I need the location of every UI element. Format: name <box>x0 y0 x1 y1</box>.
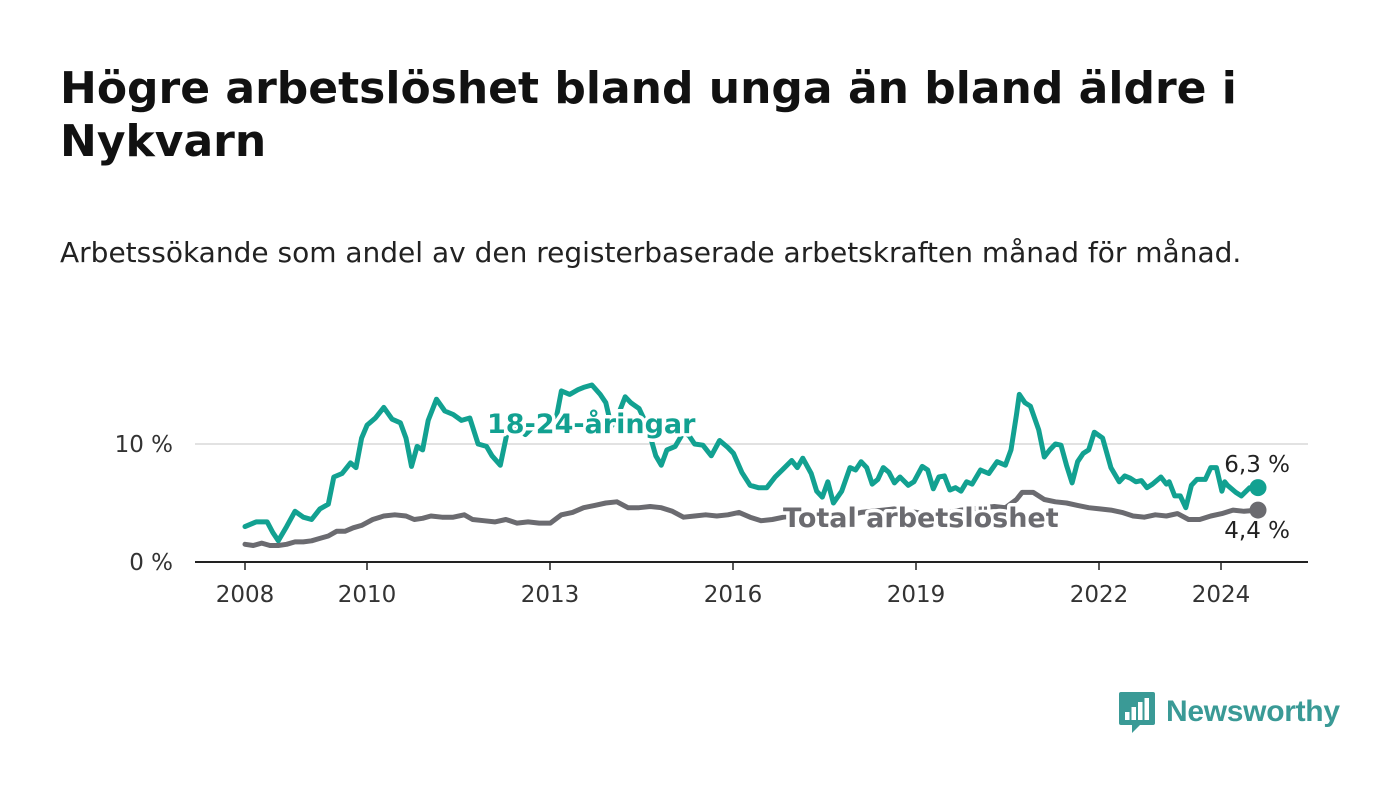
x-tick-label: 2024 <box>1192 582 1251 608</box>
axes: 0 % 10 % 2008 2010 2013 2016 2019 2022 2024 <box>115 432 1308 608</box>
x-tick-label: 2013 <box>521 582 580 608</box>
x-tick-label: 2016 <box>704 582 763 608</box>
end-point-youth <box>1249 479 1267 497</box>
x-tick-label: 2022 <box>1070 582 1129 608</box>
chart-title: Högre arbetslöshet bland unga än bland ä… <box>60 63 1237 167</box>
end-point-total <box>1249 501 1267 519</box>
x-tick-label: 2019 <box>887 582 946 608</box>
series-labels: 18-24-åringar Total arbetslöshet 6,3 % 4,4 … <box>484 405 1291 545</box>
series-line-youth <box>242 382 1261 544</box>
chart-subtitle: Arbetssökande som andel av den registerb… <box>60 236 1242 269</box>
x-tick-label: 2010 <box>338 582 397 608</box>
series-lines <box>242 382 1267 548</box>
y-tick-label: 10 % <box>115 432 173 458</box>
y-tick-label: 0 % <box>129 550 173 576</box>
x-tick-label: 2008 <box>216 582 275 608</box>
series-label-youth: 18-24-åringar <box>487 408 696 440</box>
end-label-youth: 6,3 % <box>1224 452 1290 478</box>
series-label-total: Total arbetslöshet <box>783 503 1059 534</box>
newsworthy-logo-icon <box>1119 692 1155 733</box>
newsworthy-logo: Newsworthy <box>1118 690 1340 734</box>
newsworthy-logo-text: Newsworthy <box>1166 695 1340 728</box>
series-line-total <box>242 489 1261 548</box>
end-label-total: 4,4 % <box>1224 518 1290 544</box>
